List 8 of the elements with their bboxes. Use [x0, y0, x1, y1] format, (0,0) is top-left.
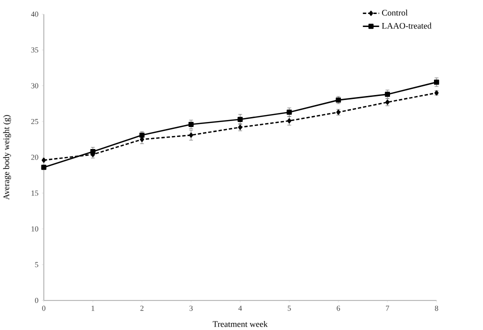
x-axis-title: Treatment week	[212, 320, 268, 327]
legend-label: Control	[382, 10, 408, 16]
point	[41, 164, 46, 170]
legend-label: LAAO-treated	[382, 22, 432, 29]
point	[188, 132, 194, 138]
point	[42, 158, 46, 163]
y-axis-title: Average body weight (g)	[3, 115, 11, 200]
point	[238, 116, 243, 122]
